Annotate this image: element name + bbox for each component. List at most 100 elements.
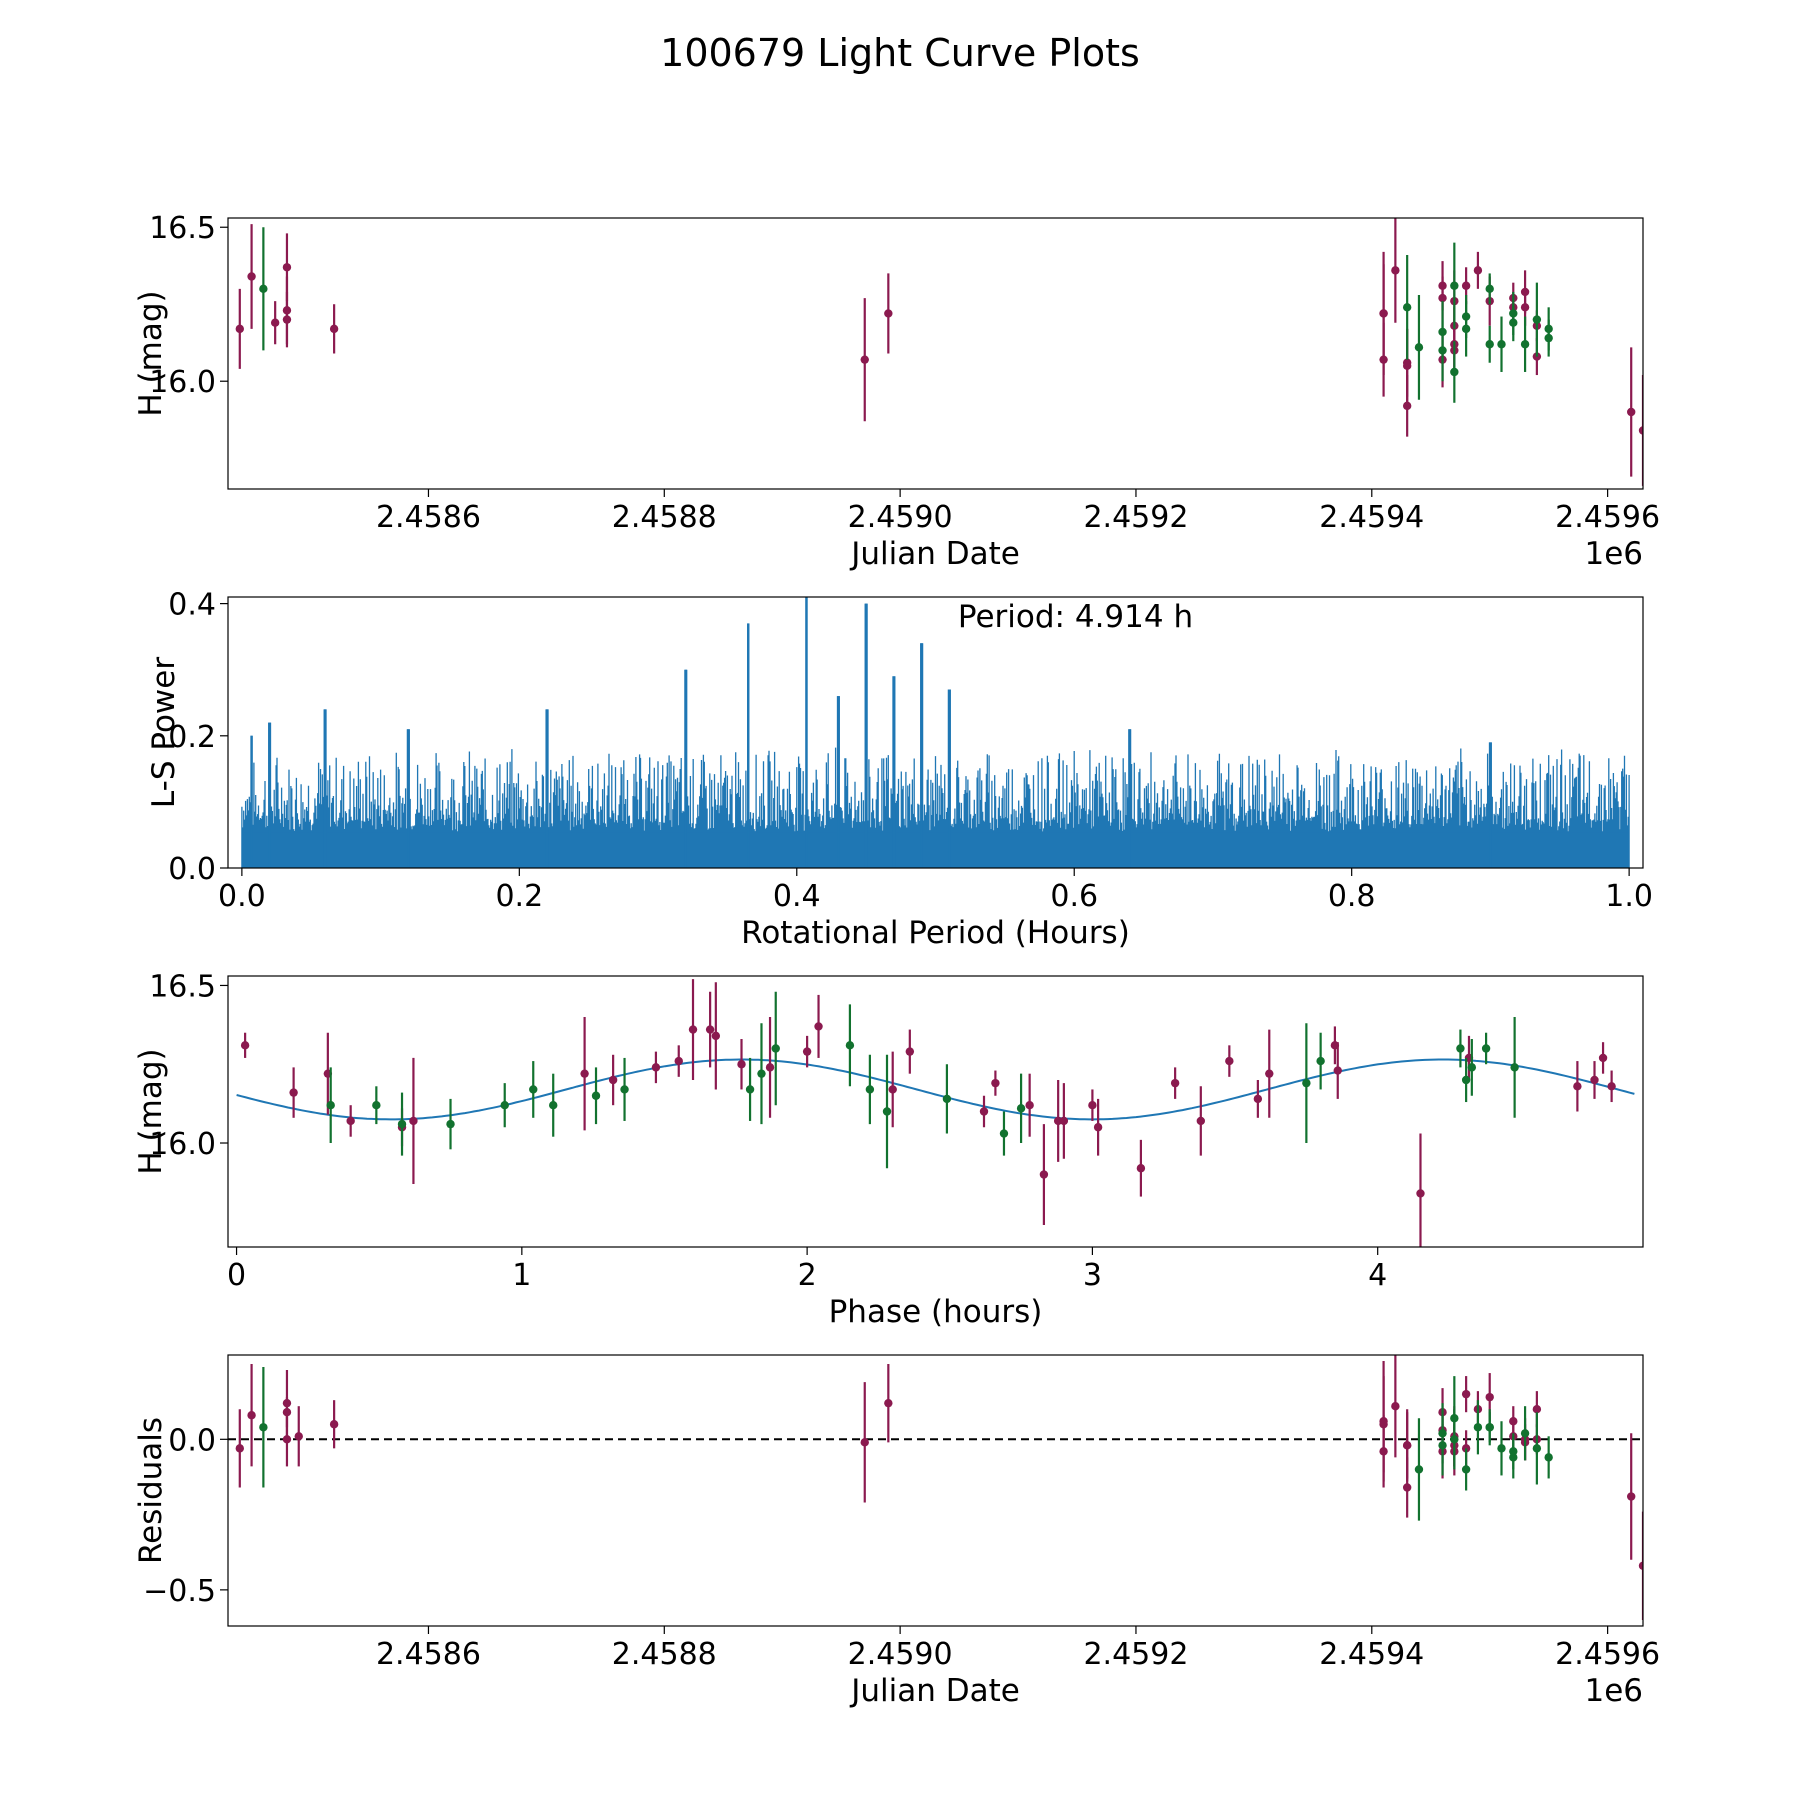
data-point xyxy=(282,306,292,315)
data-point xyxy=(1590,1075,1599,1085)
data-point xyxy=(1485,1423,1494,1432)
data-point xyxy=(1225,1056,1234,1066)
data-point xyxy=(1402,401,1412,411)
data-point xyxy=(1039,1170,1049,1179)
data-point xyxy=(711,1031,721,1041)
data-point xyxy=(282,1398,292,1408)
data-point xyxy=(1402,1441,1412,1450)
data-point xyxy=(860,1438,869,1447)
x-axis-label: Julian Date xyxy=(849,536,1020,572)
data-point xyxy=(1438,327,1447,337)
x-tick-label: 4 xyxy=(1368,1258,1387,1293)
data-point xyxy=(884,309,893,318)
data-point xyxy=(1461,1075,1471,1085)
plot-area xyxy=(236,979,1635,1247)
x-tick-label: 2.4596 xyxy=(1555,500,1660,535)
data-point xyxy=(282,263,292,272)
data-point xyxy=(1456,1044,1465,1053)
plot-frame xyxy=(227,217,1644,490)
data-point xyxy=(580,1069,589,1078)
data-point xyxy=(999,1129,1009,1138)
y-axis-label: L-S Power xyxy=(146,657,182,808)
data-point xyxy=(1302,1078,1311,1088)
x-tick-label: 2.4596 xyxy=(1555,1637,1660,1672)
data-point xyxy=(1473,1423,1483,1432)
data-point xyxy=(905,1047,915,1056)
y-tick-label: 16.0 xyxy=(149,1127,216,1162)
data-point xyxy=(1627,1492,1636,1501)
data-point xyxy=(326,1100,335,1110)
data-point xyxy=(1485,284,1494,294)
data-point xyxy=(888,1085,897,1094)
data-point xyxy=(942,1094,952,1104)
data-point xyxy=(705,1025,715,1034)
data-point xyxy=(1481,1044,1491,1053)
data-point xyxy=(1414,1465,1424,1474)
data-point xyxy=(771,1044,780,1053)
figure-title: 100679 Light Curve Plots xyxy=(660,31,1140,75)
data-point xyxy=(1544,1453,1553,1462)
data-point xyxy=(1391,266,1400,275)
x-tick-label: 2.4586 xyxy=(376,500,481,535)
x-tick-label: 0.8 xyxy=(1328,879,1376,914)
data-point xyxy=(1088,1100,1097,1110)
data-point xyxy=(247,272,256,281)
data-point xyxy=(737,1060,746,1069)
data-point xyxy=(1627,407,1636,417)
plot-frame xyxy=(227,1354,1644,1627)
data-point xyxy=(329,1420,339,1429)
period-annotation: Period: 4.914 h xyxy=(958,599,1193,635)
data-point xyxy=(765,1063,775,1072)
data-point xyxy=(1333,1066,1342,1075)
panel-residuals: 2.4586 2.4588 2.4590 2.4592 2.4594 2.4596 −0.5… xyxy=(133,1354,1660,1709)
x-axis-label: Rotational Period (Hours) xyxy=(741,915,1130,951)
data-point xyxy=(1253,1094,1263,1104)
x-tick-label: 2.4594 xyxy=(1319,500,1424,535)
panel-phased-curve: 0 1 2 3 4 16.0 16.5 Phase (hours) H (mag) xyxy=(133,969,1644,1330)
x-tick-label: 2.4590 xyxy=(848,500,953,535)
data-point xyxy=(745,1085,755,1094)
x-tick-label: 2.4592 xyxy=(1083,1637,1188,1672)
data-point xyxy=(1265,1069,1274,1078)
x-tick-label: 1 xyxy=(512,1258,531,1293)
data-point xyxy=(294,1432,303,1441)
data-point xyxy=(1497,340,1506,349)
data-point xyxy=(1016,1104,1026,1113)
data-point xyxy=(1510,1063,1519,1072)
data-point xyxy=(1532,315,1542,324)
data-point xyxy=(1461,324,1471,334)
data-point xyxy=(1402,303,1412,312)
periodogram-line xyxy=(241,597,1630,868)
data-point xyxy=(240,1041,250,1050)
y-tick-label: 16.5 xyxy=(149,211,216,246)
x-tick-label: 0.2 xyxy=(495,879,543,914)
data-point xyxy=(814,1022,823,1031)
data-point xyxy=(372,1100,381,1110)
data-point xyxy=(500,1100,509,1110)
y-tick-label: 0.2 xyxy=(168,720,216,755)
data-point xyxy=(802,1047,812,1056)
x-offset-label: 1e6 xyxy=(1584,1673,1643,1709)
data-point xyxy=(979,1107,989,1116)
data-point xyxy=(259,284,268,294)
data-point xyxy=(1438,293,1447,303)
plot-area xyxy=(228,1355,1643,1620)
data-point xyxy=(1414,343,1424,352)
data-point xyxy=(289,1088,298,1097)
data-point xyxy=(1485,340,1494,349)
data-point xyxy=(860,355,869,364)
data-point xyxy=(1391,1401,1400,1411)
data-point xyxy=(608,1075,618,1085)
plot-frame xyxy=(227,975,1644,1248)
data-point xyxy=(270,318,280,327)
x-tick-label: 0.0 xyxy=(218,879,266,914)
data-point xyxy=(409,1116,418,1126)
y-axis-label: H (mag) xyxy=(133,290,169,416)
data-point xyxy=(235,324,244,334)
data-point xyxy=(1520,303,1530,312)
data-point xyxy=(688,1025,698,1034)
data-point xyxy=(329,324,339,334)
data-point xyxy=(529,1085,538,1094)
